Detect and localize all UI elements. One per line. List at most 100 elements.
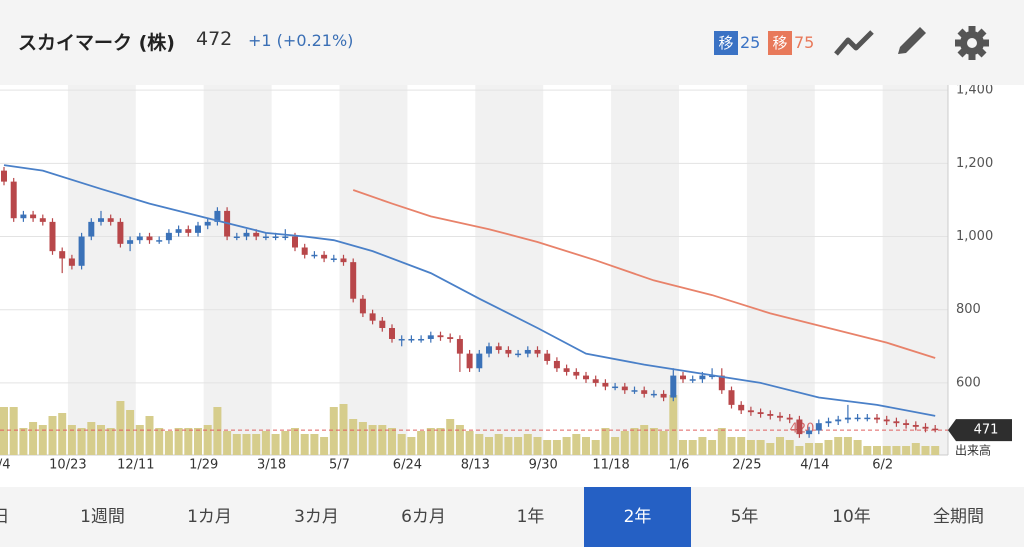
candle-body	[78, 236, 85, 266]
candle-body	[864, 417, 871, 420]
period-tab[interactable]: 1週間	[80, 507, 125, 527]
volume-bar	[155, 428, 164, 455]
volume-bar	[601, 428, 610, 455]
candle-body	[534, 349, 541, 354]
ma-badge[interactable]: 移	[714, 31, 738, 55]
candle-body	[699, 375, 706, 380]
time-band	[882, 85, 948, 455]
period-tab[interactable]: 5年	[730, 507, 759, 527]
volume-bar	[688, 440, 697, 455]
candle-body	[553, 360, 560, 369]
volume-bar	[562, 437, 571, 455]
candle-body	[583, 375, 589, 380]
volume-bar	[378, 425, 387, 455]
volume-bar	[271, 434, 280, 455]
y-tick-label: 1,000	[956, 229, 993, 244]
period-tab[interactable]: 3カ月	[294, 507, 339, 527]
candle-body	[1, 170, 7, 182]
volume-bar	[776, 437, 784, 455]
volume-bar	[446, 419, 455, 455]
volume-bar	[494, 434, 503, 455]
candle-body	[544, 353, 551, 361]
candle-body	[165, 232, 172, 241]
volume-bar	[184, 428, 193, 455]
x-tick-label: 4/14	[800, 458, 829, 473]
volume-bar	[252, 434, 261, 455]
period-tab[interactable]: 1年	[516, 507, 545, 527]
volume-bar	[853, 440, 862, 455]
candle-body	[427, 335, 434, 339]
x-tick-label: 6/24	[393, 458, 422, 473]
candle-body	[524, 349, 531, 354]
candle-body	[117, 221, 124, 244]
volume-bar	[19, 428, 28, 455]
period-tab[interactable]: 10年	[832, 507, 871, 527]
candle-body	[127, 240, 134, 244]
period-tab[interactable]: 2年	[584, 487, 691, 547]
price: 472	[196, 28, 233, 50]
volume-bar	[630, 428, 639, 455]
volume-bar	[504, 437, 513, 455]
volume-bar	[708, 440, 717, 455]
volume-bar	[882, 446, 891, 455]
candle-body	[883, 419, 890, 422]
volume-bar	[921, 446, 930, 455]
volume-bar	[931, 446, 940, 455]
volume-bar	[368, 425, 377, 455]
volume-bar	[213, 407, 222, 455]
volume-bar	[106, 428, 115, 455]
candle-body	[806, 430, 813, 435]
ma-label[interactable]: 25	[740, 33, 761, 52]
candle-body	[204, 221, 211, 226]
volume-bar	[87, 422, 96, 455]
volume-bar	[145, 416, 154, 455]
ma-badge[interactable]: 移	[768, 31, 792, 55]
volume-bar	[281, 431, 290, 455]
volume-bar	[38, 425, 47, 455]
candle-body	[660, 393, 667, 398]
candle-body	[272, 236, 279, 239]
candle-body	[796, 419, 803, 435]
candle-body	[30, 214, 37, 219]
candle-body	[418, 338, 425, 341]
volume-bar	[58, 413, 67, 455]
volume-bar	[407, 437, 416, 455]
volume-bar	[679, 440, 687, 455]
candle-body	[39, 218, 46, 222]
candle-body	[369, 313, 376, 321]
volume-bar	[737, 437, 746, 455]
candle-body	[874, 417, 880, 420]
candle-body	[389, 328, 395, 339]
period-tab[interactable]: 6カ月	[401, 507, 446, 527]
chart-icon[interactable]	[834, 30, 874, 56]
candle-body	[854, 417, 861, 420]
header: スカイマーク (株) 472 +1 (+0.21%) 移 25 移 75	[0, 0, 1024, 85]
candle-body	[602, 382, 609, 387]
period-tab[interactable]: 1日	[0, 507, 10, 527]
candle-body	[486, 346, 492, 354]
volume-label: 出来高	[955, 443, 991, 458]
volume-bar	[552, 440, 561, 455]
ma-label[interactable]: 75	[794, 33, 815, 52]
volume-bar	[126, 410, 135, 455]
volume-bar	[785, 440, 794, 455]
pencil-icon[interactable]	[898, 27, 926, 54]
volume-bar	[572, 434, 581, 455]
period-tab[interactable]: 全期間	[933, 507, 984, 527]
volume-bar	[514, 437, 523, 455]
candle-body	[350, 262, 357, 299]
gear-icon[interactable]	[955, 26, 989, 60]
volume-bar	[77, 428, 86, 455]
x-tick-label: 9/30	[529, 458, 558, 473]
candle-body	[408, 338, 415, 341]
volume-bar	[892, 446, 901, 455]
volume-bar	[388, 428, 396, 455]
x-tick-label: 8/13	[461, 458, 490, 473]
candle-body	[844, 417, 851, 420]
volume-bar	[223, 431, 232, 455]
candle-body	[59, 251, 66, 259]
candle-body	[107, 218, 114, 222]
period-tab[interactable]: 1カ月	[187, 507, 232, 527]
candle-body	[340, 258, 347, 263]
volume-bar	[116, 401, 125, 455]
